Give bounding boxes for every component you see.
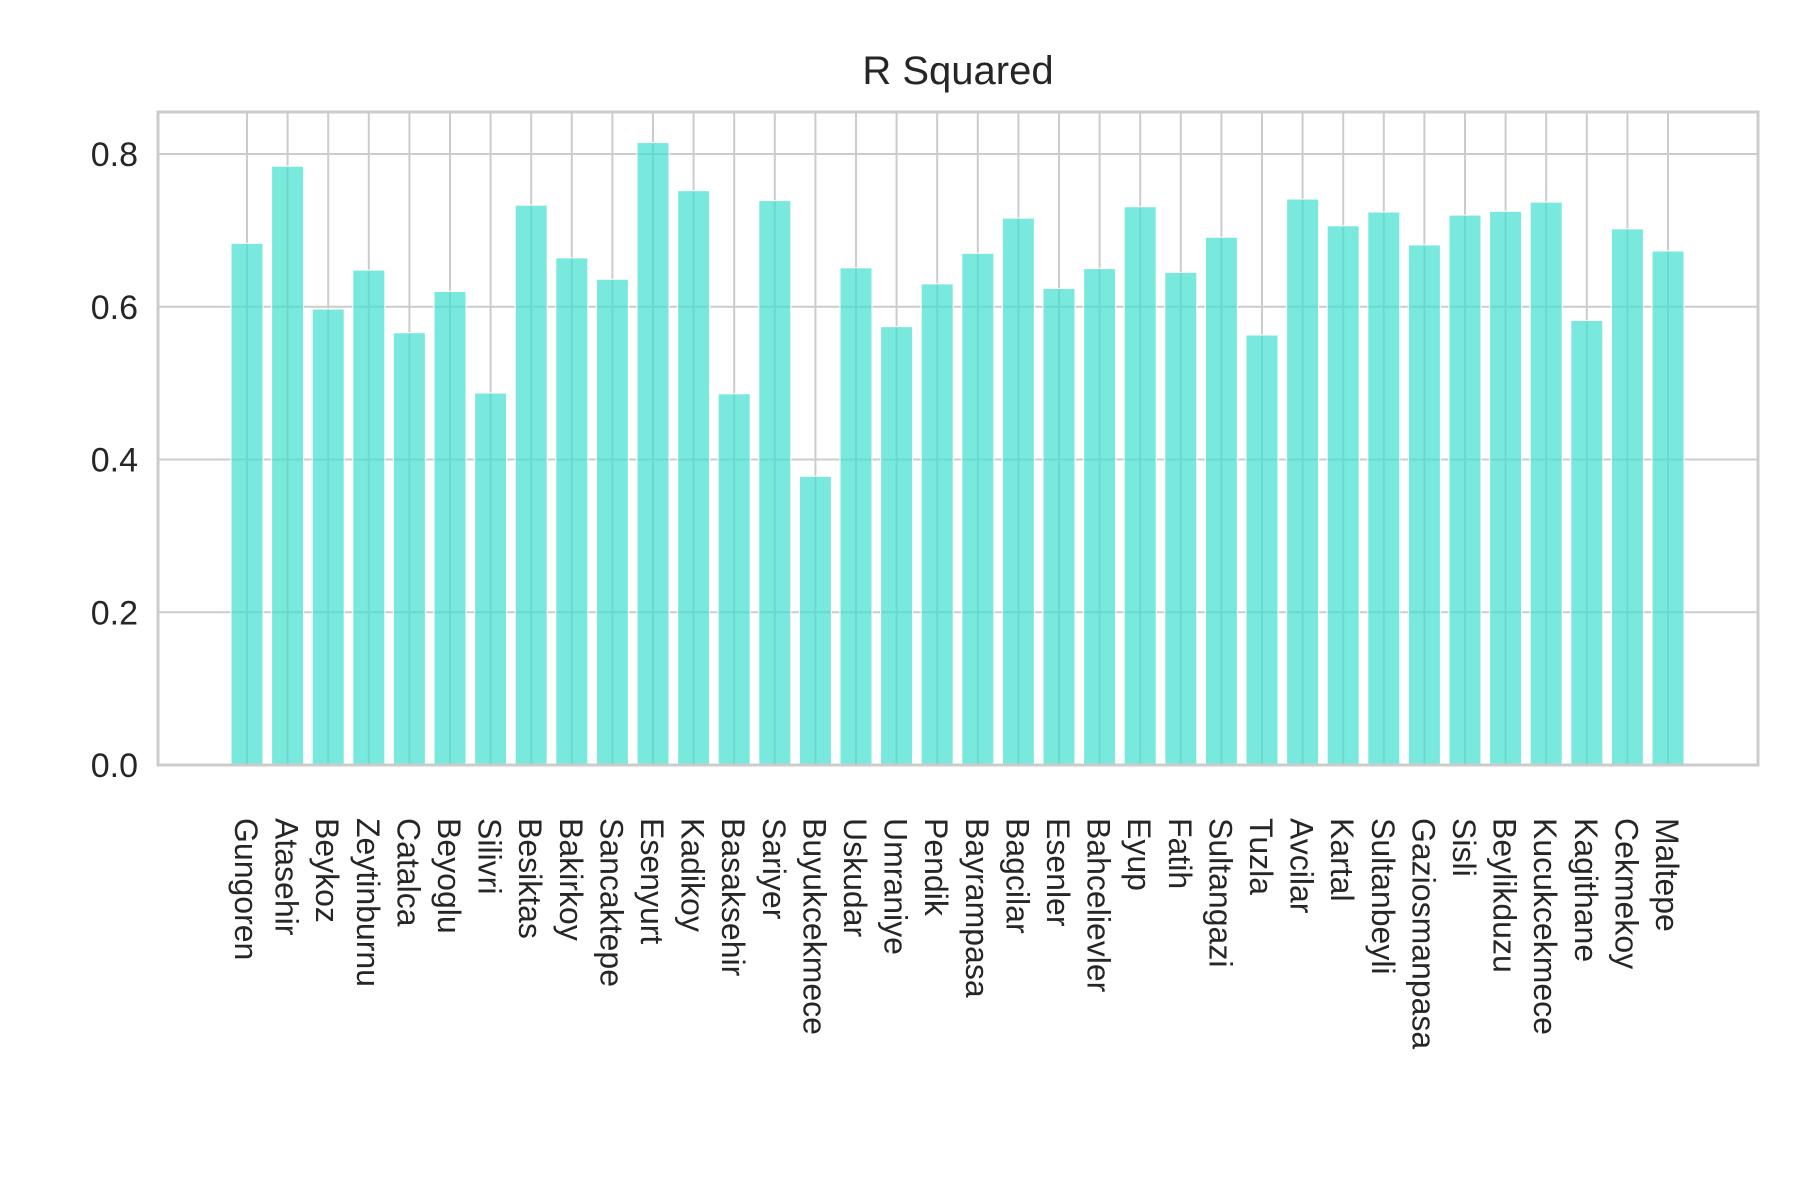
x-tick-label-umraniye: Umraniye <box>878 818 914 955</box>
bar-buyukcekmece <box>798 475 832 766</box>
y-tick-label: 0.2 <box>91 594 138 632</box>
bar-beylikduzu <box>1489 210 1523 766</box>
bar-zeytinburnu <box>352 269 386 766</box>
x-tick-label-kucukcekmece: Kucukcekmece <box>1527 818 1563 1035</box>
bar-esenyurt <box>636 142 670 766</box>
x-tick-label-avcilar: Avcilar <box>1284 818 1320 914</box>
x-tick-label-sariyer: Sariyer <box>756 818 792 920</box>
x-tick-label-eyup: Eyup <box>1121 818 1157 891</box>
bar-avcilar <box>1286 198 1320 766</box>
x-tick-label-sultanbeyli: Sultanbeyli <box>1365 818 1401 975</box>
x-tick-label-cekmekoy: Cekmekoy <box>1608 818 1644 969</box>
bar-catalca <box>392 332 426 766</box>
bar-sultanbeyli <box>1367 211 1401 766</box>
bar-bayrampasa <box>961 252 995 766</box>
bar-esenler <box>1042 287 1076 766</box>
x-tick-label-atasehir: Atasehir <box>269 818 305 936</box>
bar-beyoglu <box>433 290 467 766</box>
x-tick-label-sisli: Sisli <box>1446 818 1482 877</box>
x-tick-label-silivri: Silivri <box>472 818 508 894</box>
x-tick-label-beykoz: Beykoz <box>309 818 345 923</box>
x-tick-label-sancaktepe: Sancaktepe <box>593 818 629 987</box>
x-tick-label-pendik: Pendik <box>918 818 954 917</box>
x-tick-label-catalca: Catalca <box>390 818 426 927</box>
bar-sariyer <box>758 200 792 766</box>
bar-atasehir <box>271 165 305 766</box>
x-tick-label-bakirkoy: Bakirkoy <box>553 818 589 941</box>
x-tick-label-basaksehir: Basaksehir <box>715 818 751 977</box>
bar-cekmekoy <box>1610 228 1644 766</box>
bar-bakirkoy <box>555 257 589 766</box>
bar-gaziosmanpasa <box>1407 244 1441 766</box>
plot-frame <box>156 110 1760 767</box>
bar-fatih <box>1164 271 1198 766</box>
x-tick-label-sultangazi: Sultangazi <box>1202 818 1238 967</box>
y-tick-label: 0.8 <box>91 136 138 174</box>
bar-sancaktepe <box>595 278 629 766</box>
x-tick-label-esenler: Esenler <box>1040 818 1076 927</box>
bar-gungoren <box>230 242 264 766</box>
bar-bahcelievler <box>1083 268 1117 766</box>
x-tick-label-gaziosmanpasa: Gaziosmanpasa <box>1405 818 1441 1049</box>
x-tick-labels: Gungoren Atasehir Beykoz Zeytinburnu Catalca… <box>228 818 1685 1049</box>
x-tick-label-uskudar: Uskudar <box>837 818 873 938</box>
bar-umraniye <box>880 326 914 766</box>
x-tick-label-buyukcekmece: Buyukcekmece <box>796 818 832 1035</box>
x-tick-label-bayrampasa: Bayrampasa <box>959 818 995 998</box>
x-tick-label-beylikduzu: Beylikduzu <box>1487 818 1523 973</box>
x-tick-label-gungoren: Gungoren <box>228 818 264 960</box>
y-tick-labels: 0.0 0.2 0.4 0.6 0.8 <box>91 136 138 785</box>
bars <box>230 142 1685 766</box>
bar-kadikoy <box>677 190 711 766</box>
bar-kagithane <box>1570 320 1604 766</box>
bar-tuzla <box>1245 334 1279 766</box>
x-tick-label-fatih: Fatih <box>1162 818 1198 889</box>
y-tick-label: 0.0 <box>91 747 138 785</box>
bar-besiktas <box>514 204 548 766</box>
y-tick-label: 0.6 <box>91 289 138 327</box>
x-tick-label-besiktas: Besiktas <box>512 818 548 939</box>
x-tick-label-bahcelievler: Bahcelievler <box>1081 818 1117 993</box>
bar-kucukcekmece <box>1529 201 1563 766</box>
x-tick-label-esenyurt: Esenyurt <box>634 818 670 944</box>
chart-title: R Squared <box>862 49 1053 93</box>
bar-kartal <box>1326 225 1360 766</box>
x-tick-label-bagcilar: Bagcilar <box>999 818 1035 934</box>
bar-maltepe <box>1651 250 1685 766</box>
bar-pendik <box>920 283 954 766</box>
bar-sultangazi <box>1204 236 1238 766</box>
bar-sisli <box>1448 214 1482 766</box>
bar-beykoz <box>311 308 345 766</box>
x-tick-label-kagithane: Kagithane <box>1568 818 1604 962</box>
x-tick-label-kartal: Kartal <box>1324 818 1360 902</box>
bar-basaksehir <box>717 393 751 766</box>
bar-uskudar <box>839 267 873 766</box>
y-tick-label: 0.4 <box>91 442 138 480</box>
x-tick-label-tuzla: Tuzla <box>1243 818 1279 895</box>
bar-eyup <box>1123 206 1157 766</box>
bar-silivri <box>474 392 508 766</box>
bar-bagcilar <box>1001 217 1035 766</box>
x-tick-label-kadikoy: Kadikoy <box>675 818 711 932</box>
x-tick-label-beyoglu: Beyoglu <box>431 818 467 934</box>
x-tick-label-zeytinburnu: Zeytinburnu <box>350 818 386 987</box>
x-tick-label-maltepe: Maltepe <box>1649 818 1685 932</box>
